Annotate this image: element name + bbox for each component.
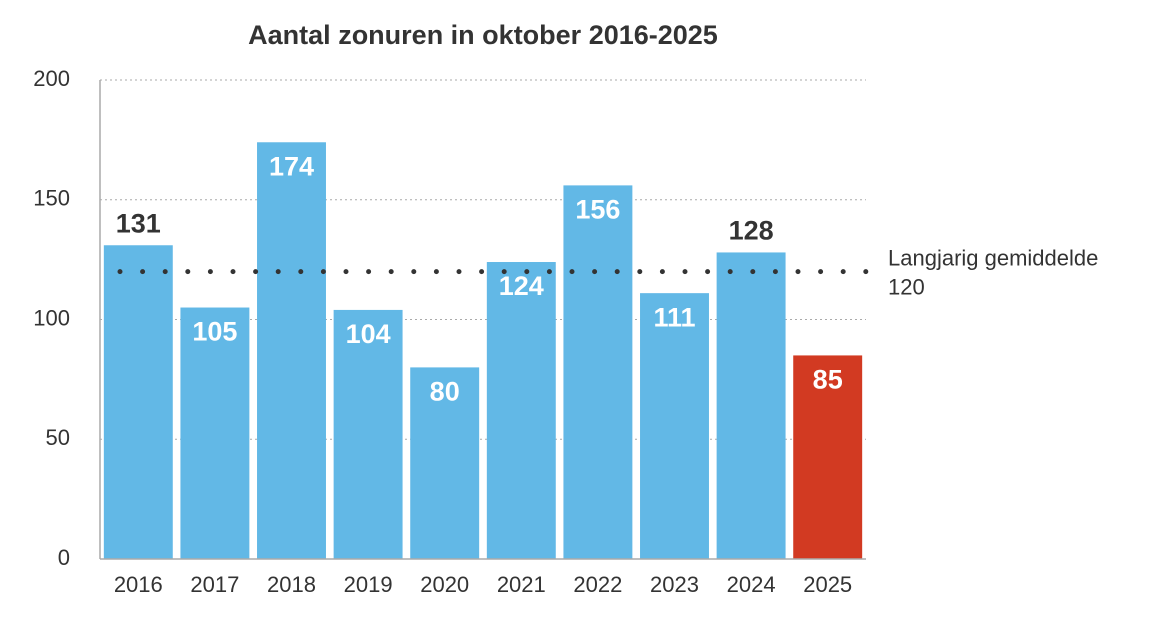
- y-tick-label: 200: [33, 66, 70, 91]
- x-tick-label: 2020: [420, 572, 469, 597]
- value-label: 131: [116, 208, 161, 238]
- x-tick-label: 2024: [727, 572, 776, 597]
- value-label: 85: [813, 365, 843, 395]
- x-tick-label: 2021: [497, 572, 546, 597]
- x-tick-label: 2022: [573, 572, 622, 597]
- bar: [257, 142, 326, 559]
- value-label: 156: [575, 195, 620, 225]
- y-tick-label: 0: [58, 545, 70, 570]
- value-label: 105: [192, 317, 237, 347]
- value-label: 174: [269, 151, 314, 181]
- reference-value: 120: [888, 274, 925, 299]
- chart-title: Aantal zonuren in oktober 2016-2025: [248, 20, 718, 50]
- value-label: 111: [653, 302, 695, 332]
- bar: [563, 185, 633, 559]
- bar: [103, 245, 173, 559]
- y-tick-label: 100: [33, 305, 70, 330]
- x-tick-label: 2016: [114, 572, 163, 597]
- bar: [793, 355, 863, 559]
- bar: [640, 293, 709, 559]
- bar: [333, 309, 403, 559]
- value-label: 128: [729, 216, 774, 246]
- y-tick-label: 150: [33, 186, 70, 211]
- bar: [180, 307, 250, 559]
- bar: [716, 252, 786, 559]
- x-tick-label: 2019: [344, 572, 393, 597]
- bar: [486, 262, 556, 559]
- x-tick-label: 2018: [267, 572, 316, 597]
- reference-label: Langjarig gemiddelde: [888, 245, 1098, 270]
- bar: [410, 367, 480, 559]
- x-tick-label: 2025: [803, 572, 852, 597]
- x-tick-label: 2017: [190, 572, 239, 597]
- value-label: 104: [346, 319, 391, 349]
- value-label: 124: [499, 271, 544, 301]
- x-tick-label: 2023: [650, 572, 699, 597]
- y-tick-label: 50: [46, 425, 70, 450]
- value-label: 80: [430, 377, 460, 407]
